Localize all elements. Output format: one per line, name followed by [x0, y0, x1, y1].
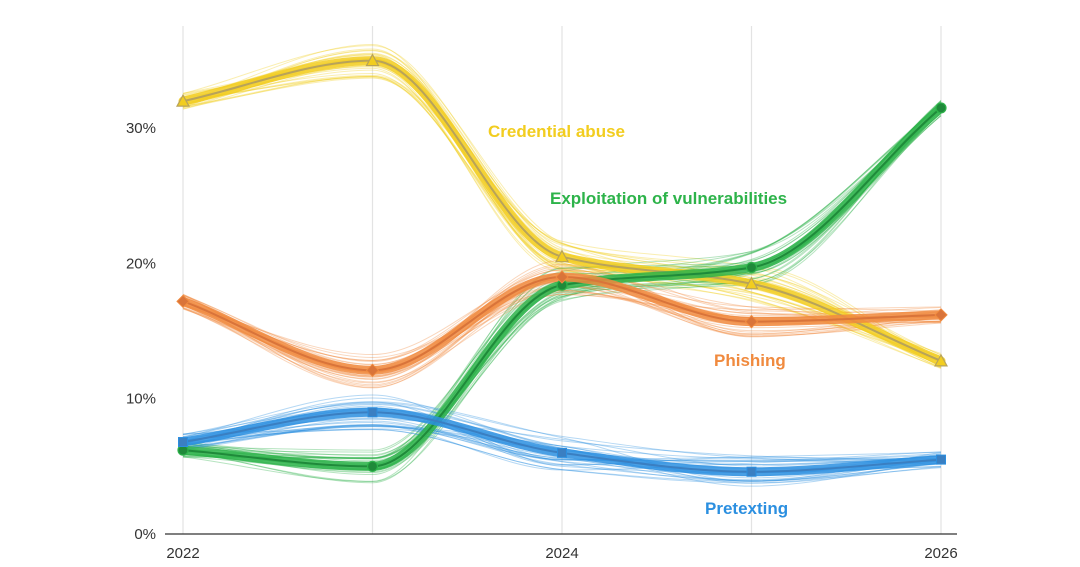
uncertainty-line: [182, 422, 942, 466]
data-point: [366, 460, 379, 472]
data-point: [178, 437, 188, 448]
data-point: [935, 102, 947, 114]
uncertainty-line: [182, 53, 942, 354]
uncertainty-line: [182, 280, 942, 384]
uncertainty-line: [182, 397, 942, 462]
y-tick-label: 10%: [126, 391, 156, 408]
x-tick-label: 2024: [545, 545, 578, 562]
uncertainty-line: [182, 407, 942, 482]
data-point: [365, 363, 380, 378]
data-point: [744, 276, 759, 290]
data-point: [557, 447, 567, 458]
uncertainty-line: [182, 429, 942, 484]
data-point: [365, 53, 380, 67]
data-point: [936, 454, 946, 465]
series-label-exploitation-of-vulnerabilities: Exploitation of vulnerabilities: [550, 189, 787, 208]
uncertainty-line: [182, 420, 942, 460]
data-point: [554, 249, 570, 263]
series-labels: Credential abuse Exploitation of vulnera…: [488, 122, 788, 518]
data-point: [367, 407, 378, 418]
uncertainty-line: [182, 49, 942, 370]
series-label-phishing: Phishing: [714, 351, 786, 370]
x-tick-label: 2022: [166, 545, 199, 562]
uncertainty-line: [182, 75, 942, 368]
uncertainty-line: [182, 269, 942, 361]
uncertainty-line: [182, 69, 942, 368]
uncertainty-line: [182, 67, 942, 363]
uncertainty-line: [182, 418, 942, 461]
uncertainty-line: [182, 73, 942, 356]
data-point: [933, 353, 949, 367]
uncertainty-line: [182, 107, 942, 473]
uncertainty-line: [182, 401, 942, 482]
uncertainty-line: [182, 105, 942, 474]
series-line: [182, 59, 942, 362]
uncertainty-line: [182, 50, 942, 362]
uncertainty-line: [182, 65, 942, 366]
uncertainty-line: [182, 45, 942, 360]
uncertainty-line: [182, 48, 942, 369]
series-label-credential-abuse: Credential abuse: [488, 122, 625, 141]
series-markers: [175, 53, 949, 477]
data-point: [555, 270, 569, 284]
uncertainty-line: [182, 52, 942, 356]
series-label-pretexting: Pretexting: [705, 499, 788, 518]
y-tick-label: 20%: [126, 255, 156, 272]
data-point: [745, 261, 758, 274]
data-point: [746, 466, 757, 477]
axes: 0% 10% 20% 30% 2022 2024 2026: [126, 120, 958, 562]
uncertainty-line: [182, 424, 942, 481]
x-tick-label: 2026: [924, 545, 957, 562]
uncertainty-line: [182, 428, 942, 482]
uncertainty-line: [182, 104, 942, 459]
uncertainty-line: [182, 424, 942, 471]
uncertainty-line: [182, 418, 942, 467]
uncertainty-line: [182, 401, 942, 465]
uncertainty-line: [182, 402, 942, 465]
uncertainty-line: [182, 115, 942, 483]
data-point: [744, 314, 759, 329]
uncertainty-line: [182, 425, 942, 484]
data-point: [176, 294, 190, 309]
uncertainty-line: [182, 293, 942, 383]
uncertainty-line: [182, 54, 942, 363]
uncertainty-line: [182, 105, 942, 459]
y-tick-label: 30%: [126, 120, 156, 137]
y-tick-label: 0%: [134, 526, 156, 543]
data-point: [934, 308, 948, 322]
uncertainty-line: [182, 112, 942, 462]
data-point: [175, 93, 191, 107]
